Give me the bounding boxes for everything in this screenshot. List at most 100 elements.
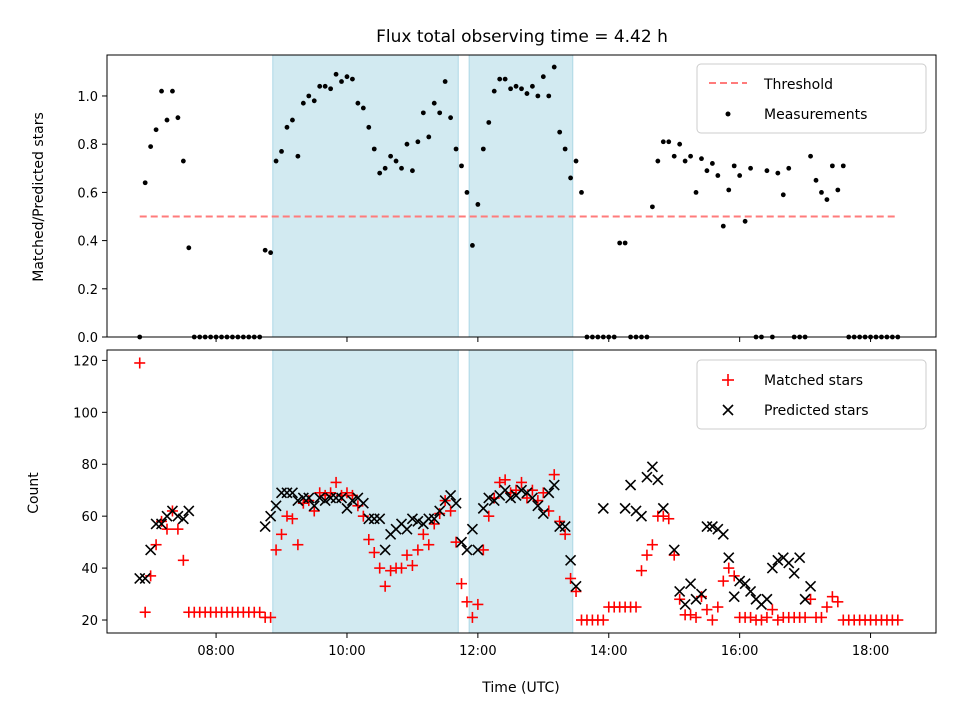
measurements-point <box>142 180 148 186</box>
measurements-point <box>410 168 415 174</box>
predicted-stars-point <box>183 505 195 517</box>
measurements-point <box>764 168 770 174</box>
predicted-stars-point <box>428 513 440 525</box>
predicted-stars-point <box>515 484 528 496</box>
bottom-x-tick-label: 12:00 <box>459 644 496 659</box>
measurements-point <box>622 240 628 246</box>
predicted-stars-point <box>139 572 151 585</box>
predicted-stars-point <box>728 591 740 603</box>
measurements-point <box>530 83 535 89</box>
matched-stars-point <box>161 523 173 535</box>
predicted-stars-point <box>401 523 413 535</box>
x-axis-label: Time (UTC) <box>481 680 559 696</box>
predicted-stars-point <box>292 495 304 507</box>
predicted-stars-point <box>406 513 418 525</box>
measurements-point <box>279 149 284 154</box>
predicted-stars-point <box>134 572 146 585</box>
measurements-point <box>737 173 743 178</box>
measurements-point <box>453 146 459 152</box>
top-shaded-region-1 <box>272 54 459 338</box>
predicted-stars-point <box>177 513 189 525</box>
bottom-y-tick-label: 100 <box>73 406 98 421</box>
matched-stars-point <box>565 572 577 584</box>
predicted-stars-point <box>265 510 277 522</box>
predicted-stars-point <box>499 484 511 496</box>
measurements-point <box>366 124 372 130</box>
measurements-point <box>840 163 846 169</box>
matched-stars-point <box>374 562 386 574</box>
matched-stars-point <box>712 601 724 613</box>
measurements-point <box>475 202 481 207</box>
bottom-y-tick-label: 40 <box>81 562 98 577</box>
measurements-point <box>513 83 519 89</box>
measurements-point <box>268 250 274 256</box>
matched-stars-point <box>635 565 647 577</box>
matched-stars-point <box>521 492 533 504</box>
measurements-point <box>180 158 186 164</box>
top-shaded-regions <box>272 54 574 338</box>
matched-stars-point <box>423 539 435 551</box>
top-y-tick-label: 0.0 <box>77 331 98 346</box>
predicted-stars-point <box>434 505 446 517</box>
predicted-stars-point <box>145 544 157 556</box>
measurements-point <box>311 98 317 104</box>
top-legend-box <box>696 63 927 134</box>
matched-stars-point <box>723 562 735 574</box>
measurements-point <box>551 64 557 70</box>
matched-stars-point <box>417 528 429 540</box>
measurements-point <box>731 163 737 169</box>
measurements-point <box>431 100 437 106</box>
measurements-point <box>186 245 192 251</box>
matched-stars-point <box>308 505 320 517</box>
matched-stars-point <box>701 604 713 616</box>
bottom-y-axis-label: Count <box>26 472 42 514</box>
legend-threshold-label: Threshold <box>763 77 833 93</box>
legend-measurements-label: Measurements <box>764 107 867 123</box>
bottom-shaded-region-1 <box>272 349 459 634</box>
measurements-point <box>562 146 568 152</box>
predicted-stars-point <box>554 520 566 533</box>
predicted-stars-point <box>341 502 353 514</box>
predicted-stars-point <box>597 502 609 514</box>
measurements-point <box>748 165 753 171</box>
matched-stars-point <box>172 523 184 535</box>
measurements-point <box>824 197 830 203</box>
measurements-point <box>464 189 470 195</box>
matched-stars-point <box>663 513 675 525</box>
predicted-stars-point <box>526 492 538 504</box>
measurements-point <box>813 177 819 183</box>
predicted-stars-point <box>565 554 577 566</box>
predicted-stars-point <box>319 495 331 507</box>
measurements-point <box>709 161 715 166</box>
predicted-stars-point <box>701 520 713 533</box>
measurements-point <box>164 117 170 123</box>
matched-stars-point <box>450 536 462 548</box>
measurements-point <box>360 105 366 111</box>
measurements-point <box>317 83 323 89</box>
predicted-stars-point <box>772 554 784 566</box>
matched-stars-point <box>281 510 293 522</box>
matched-stars-point <box>270 544 282 556</box>
predicted-stars-point <box>619 502 631 514</box>
matched-stars-point <box>766 604 778 616</box>
bottom-x-tick-label: 16:00 <box>721 644 758 659</box>
predicted-stars-point <box>423 513 435 525</box>
measurements-point <box>677 141 683 147</box>
matched-stars-point <box>177 554 189 566</box>
bottom-x-tick-label: 14:00 <box>590 644 627 659</box>
matched-stars-point <box>412 544 424 556</box>
predicted-stars-point <box>674 585 686 598</box>
measurements-point <box>726 187 732 193</box>
measurements-point <box>693 189 699 195</box>
measurements-point <box>666 139 672 145</box>
matched-stars-point <box>826 591 838 603</box>
measurements-point <box>437 110 443 116</box>
matched-stars-point <box>674 593 686 605</box>
measurements-point <box>715 173 721 178</box>
predicted-stars-point <box>734 575 746 587</box>
measurements-point <box>617 240 623 246</box>
measurements-point <box>660 139 666 145</box>
measurements-point <box>671 153 677 159</box>
matched-stars-point <box>717 575 729 587</box>
